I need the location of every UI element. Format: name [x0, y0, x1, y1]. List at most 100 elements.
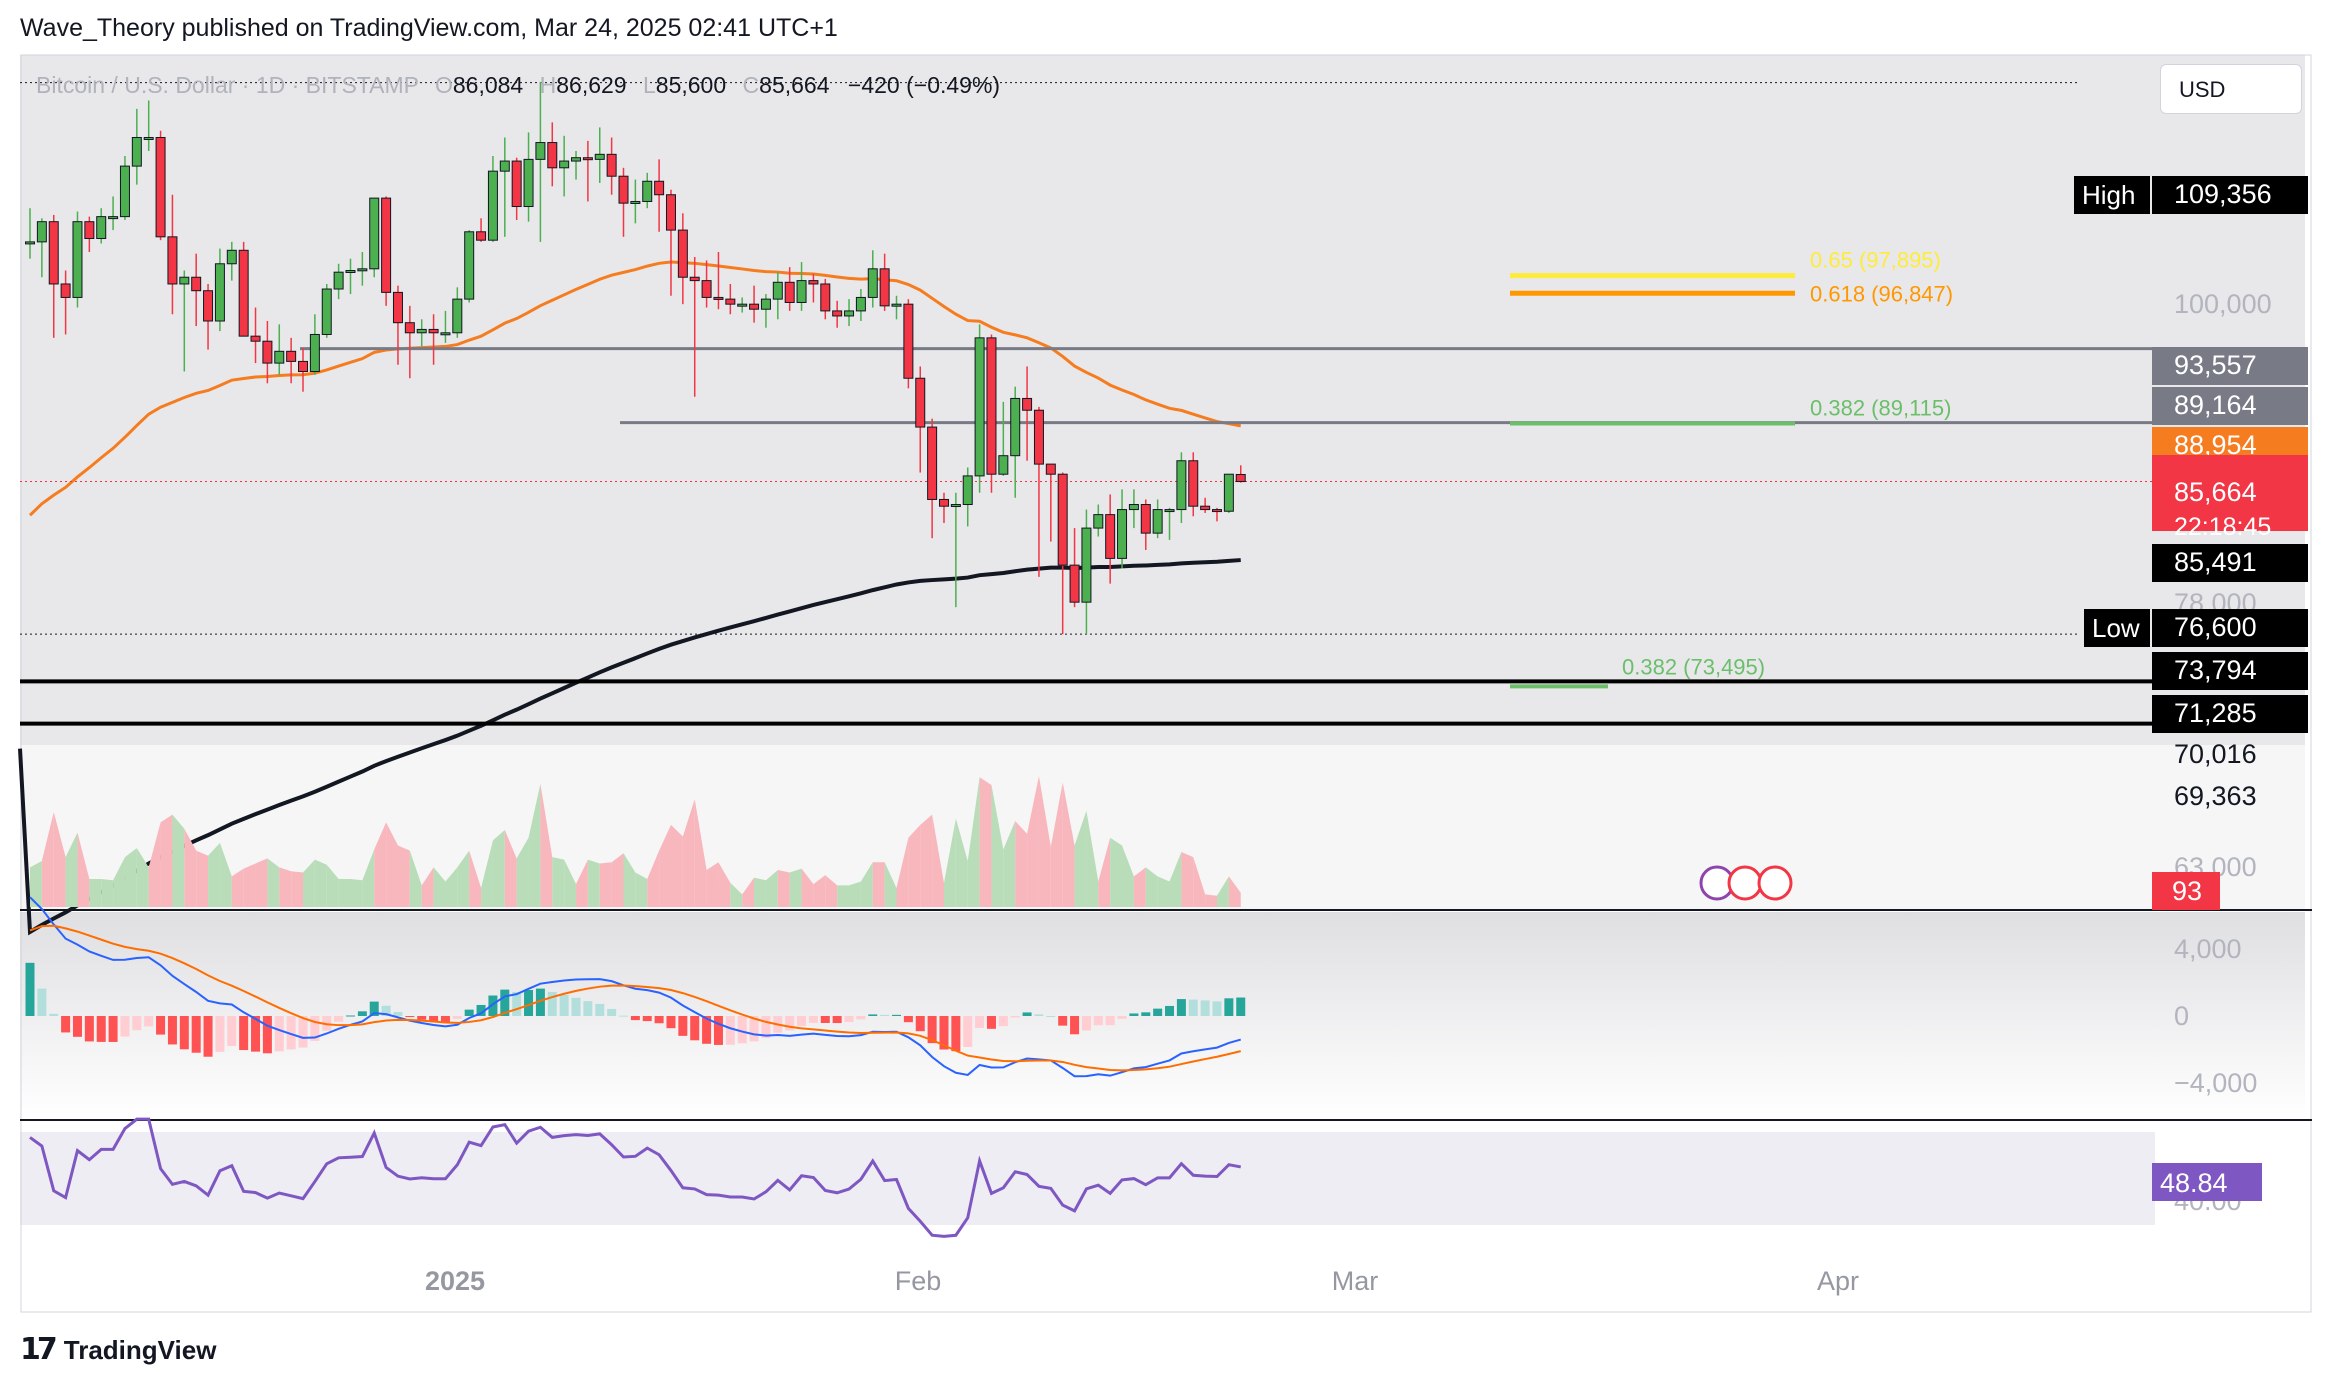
- macd-histogram-bar: [702, 1016, 712, 1044]
- volume-area: [1086, 810, 1099, 907]
- volume-area: [504, 830, 517, 907]
- macd-histogram-bar: [642, 1016, 652, 1022]
- candle-body: [998, 455, 1009, 475]
- price-axis-badge: [2152, 387, 2308, 425]
- macd-histogram-bar: [808, 1016, 818, 1023]
- macd-histogram-bar: [654, 1016, 664, 1024]
- macd-histogram-bar: [1022, 1012, 1032, 1016]
- volume-area: [1228, 876, 1241, 907]
- price-axis-badge: [2152, 609, 2308, 647]
- macd-histogram-bar: [144, 1016, 154, 1027]
- volume-area: [53, 812, 66, 907]
- candle-body: [986, 337, 997, 475]
- candle-body: [1057, 473, 1068, 566]
- close-label: C: [742, 72, 760, 98]
- candle-body: [938, 498, 949, 507]
- macd-histogram-bar: [37, 988, 47, 1016]
- price-axis-label: 89,164: [2174, 390, 2257, 420]
- macd-histogram-bar: [915, 1016, 925, 1032]
- candle-body: [974, 337, 985, 477]
- candle-body: [84, 221, 95, 240]
- tradingview-logo[interactable]: 𝟭𝟳 TradingView: [20, 1332, 216, 1367]
- low-value: 85,600: [655, 72, 727, 98]
- rsi-pane-background: [20, 1132, 2155, 1225]
- candle-body: [250, 335, 261, 342]
- macd-histogram-bar: [429, 1016, 439, 1022]
- candle-body: [155, 136, 166, 238]
- macd-histogram-bar: [1176, 999, 1186, 1016]
- macd-histogram-bar: [880, 1014, 890, 1016]
- macd-histogram-bar: [1224, 998, 1234, 1016]
- candle-body: [1045, 463, 1056, 475]
- volume-area: [314, 859, 327, 907]
- candle-body: [404, 322, 415, 334]
- macd-histogram-bar: [227, 1016, 237, 1047]
- candle-body: [665, 194, 676, 231]
- macd-histogram-bar: [761, 1016, 771, 1038]
- fib-level-label: 0.382 (89,115): [1810, 395, 1951, 420]
- fib-level-label: 0.618 (96,847): [1810, 281, 1953, 306]
- macd-histogram-bar: [298, 1016, 308, 1048]
- macd-histogram-bar: [72, 1016, 82, 1037]
- candle-body: [167, 236, 178, 285]
- candle-body: [464, 231, 475, 300]
- volume-area: [397, 845, 410, 907]
- volume-area: [552, 857, 565, 907]
- volume-area: [1050, 782, 1063, 907]
- macd-histogram-bar: [369, 1001, 379, 1016]
- volume-area: [409, 850, 422, 907]
- candle-body: [238, 249, 249, 337]
- volume-area: [421, 867, 434, 907]
- macd-histogram-bar: [381, 1005, 391, 1016]
- volume-area: [682, 799, 695, 907]
- extreme-label: High: [2082, 180, 2135, 210]
- macd-histogram-bar: [690, 1016, 700, 1041]
- volume-area: [41, 812, 54, 907]
- volume-area: [908, 824, 921, 907]
- candle-body: [855, 296, 866, 312]
- tv-logo-icon: 𝟭𝟳: [20, 1333, 58, 1366]
- volume-area: [967, 777, 980, 907]
- extreme-label: Low: [2092, 613, 2140, 643]
- volume-area: [1015, 821, 1028, 907]
- macd-histogram-bar: [286, 1016, 296, 1050]
- volume-area: [777, 869, 790, 907]
- candle-body: [143, 136, 154, 140]
- macd-histogram-bar: [630, 1016, 640, 1021]
- volume-area: [611, 853, 624, 907]
- candle-body: [1093, 514, 1104, 529]
- symbol-name[interactable]: Bitcoin / U.S. Dollar · 1D · BITSTAMP: [36, 72, 419, 98]
- macd-histogram-bar: [975, 1016, 985, 1029]
- countdown-timer: 22:18:45: [2174, 513, 2271, 541]
- macd-histogram-bar: [476, 1004, 486, 1016]
- volume-area: [481, 840, 493, 907]
- volume-area: [991, 785, 1004, 907]
- ema-200-line: [18, 558, 1241, 936]
- volume-area: [706, 862, 719, 907]
- macd-histogram-bar: [903, 1016, 913, 1023]
- price-axis-badge: [2152, 347, 2308, 385]
- volume-area: [730, 882, 743, 907]
- volume-area: [433, 867, 446, 907]
- macd-histogram-bar: [832, 1016, 842, 1024]
- volume-area: [219, 842, 232, 907]
- candle-body: [369, 197, 380, 270]
- volume-area: [813, 875, 826, 907]
- macd-histogram-bar: [156, 1016, 166, 1035]
- macd-histogram-bar: [132, 1016, 142, 1031]
- macd-histogram-bar: [844, 1016, 854, 1022]
- macd-histogram-bar: [393, 1011, 403, 1016]
- candle-body: [487, 170, 498, 241]
- chart-frame: [20, 54, 2312, 1313]
- candle-body: [96, 216, 107, 240]
- macd-histogram-bar: [713, 1016, 723, 1045]
- candle-body: [274, 350, 285, 364]
- macd-histogram-bar: [1034, 1014, 1044, 1016]
- volume-area: [1169, 851, 1182, 907]
- volume-area: [635, 872, 648, 907]
- currency-button[interactable]: USD: [2160, 64, 2302, 114]
- candle-body: [1022, 397, 1033, 411]
- price-axis-label: 70,016: [2174, 739, 2257, 769]
- macd-histogram-bar: [951, 1016, 961, 1052]
